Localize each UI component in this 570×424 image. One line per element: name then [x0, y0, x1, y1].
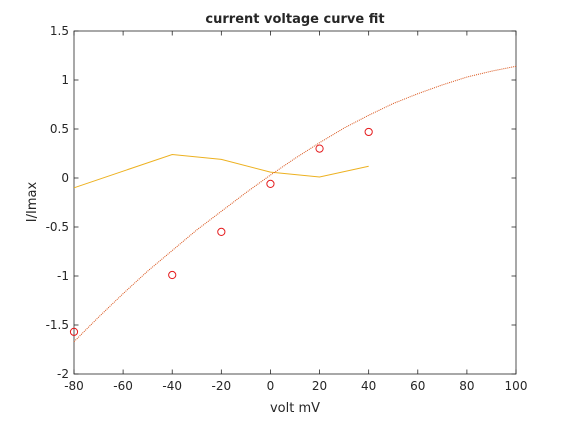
fit-curve-line [73, 65, 517, 343]
y-tick-label: -1.5 [46, 318, 69, 332]
x-tick-label: 20 [312, 379, 327, 393]
plot-area [73, 30, 517, 375]
y-tick-label: 1.5 [50, 24, 69, 38]
x-tick-label: -20 [212, 379, 232, 393]
y-tick-label: 1 [61, 73, 69, 87]
y-tick-label: 0.5 [50, 122, 69, 136]
x-axis-label: volt mV [270, 401, 320, 416]
data-series-line [73, 153, 369, 189]
y-tick-label: -1 [57, 269, 69, 283]
data-point-marker [315, 144, 324, 153]
y-tick-label: -2 [57, 367, 69, 381]
data-point-marker [364, 127, 373, 137]
x-tick-label: 40 [361, 379, 376, 393]
x-tick-label: 0 [267, 379, 275, 393]
x-tick-label: 80 [459, 379, 474, 393]
y-axis-label: I/Imax [25, 182, 40, 223]
x-tick-label: -60 [113, 379, 133, 393]
y-tick-label: -0.5 [46, 220, 69, 234]
x-tick-label: 60 [410, 379, 425, 393]
y-tick-label: 0 [61, 171, 69, 185]
chart-title: current voltage curve fit [205, 12, 384, 27]
series-layer [69, 65, 517, 343]
x-tick-label: -80 [64, 379, 84, 393]
data-point-marker [217, 227, 226, 236]
data-point-marker [69, 327, 79, 336]
x-tick-label: -40 [162, 379, 182, 393]
data-point-marker [168, 270, 177, 280]
x-tick-label: 100 [505, 379, 528, 393]
ticks: -80 -60 -40 -20 0 20 40 60 80 100 -2 -1.5 -1 -0.5 0 0.5… [46, 24, 528, 393]
data-point-marker [266, 179, 275, 188]
